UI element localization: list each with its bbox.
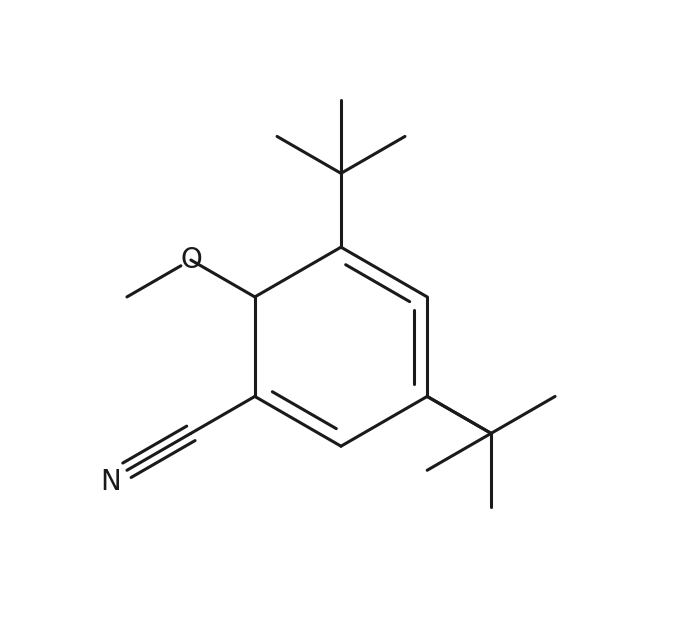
Text: N: N [100,468,121,496]
Text: O: O [180,246,202,274]
